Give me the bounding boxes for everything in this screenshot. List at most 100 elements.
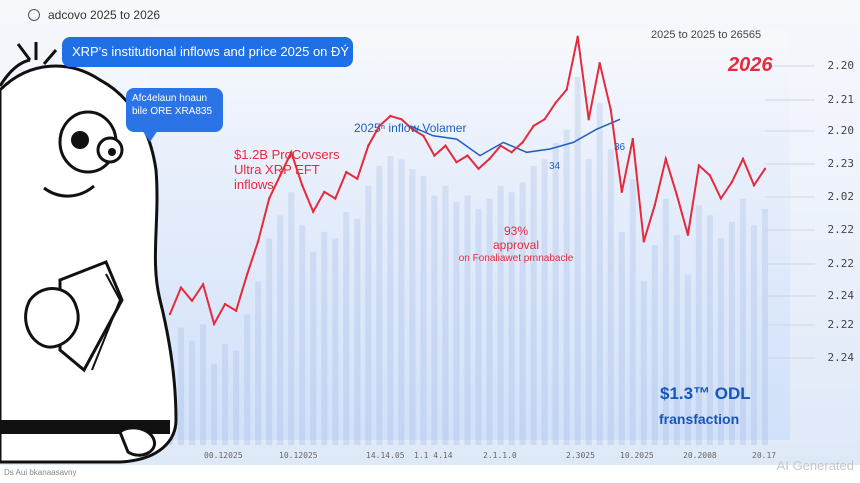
volume-bar bbox=[519, 182, 526, 445]
volume-bar bbox=[651, 245, 658, 445]
etf-inflows-annotation: $1.2B ProCovsers Ultra XRP EFT inflows bbox=[234, 147, 340, 192]
volume-bar bbox=[530, 165, 537, 445]
volume-bar bbox=[607, 149, 614, 445]
odl-label: fransfaction bbox=[659, 411, 740, 427]
price-point bbox=[444, 144, 447, 147]
volume-bar bbox=[541, 159, 548, 446]
x-tick-8: 20.17 bbox=[752, 451, 777, 460]
cartoon-character-icon bbox=[0, 42, 178, 464]
volume-bar bbox=[211, 363, 218, 445]
price-point bbox=[510, 151, 513, 154]
approval-word: approval bbox=[492, 238, 540, 252]
volume-bar bbox=[684, 274, 691, 445]
volume-bar bbox=[277, 215, 284, 445]
volume-bar bbox=[563, 129, 570, 445]
header-title: adcovo 2025 to 2026 bbox=[48, 8, 161, 22]
price-point bbox=[543, 118, 546, 121]
volume-annotation: 2025ⁿ inflow Volamer bbox=[354, 121, 467, 135]
price-point bbox=[763, 167, 767, 170]
bubble-line-2: bile ORE XRA835 bbox=[132, 106, 213, 117]
price-point bbox=[378, 124, 381, 128]
x-tick-1: 10.12025 bbox=[279, 451, 318, 460]
volume-bar bbox=[244, 314, 251, 445]
mark-36: 36 bbox=[614, 142, 626, 153]
volume-bar bbox=[200, 324, 207, 445]
price-point bbox=[521, 141, 524, 144]
volume-bar bbox=[376, 165, 383, 445]
price-point bbox=[367, 144, 370, 147]
volume-bar bbox=[585, 159, 592, 446]
price-point bbox=[598, 62, 601, 65]
price-point bbox=[422, 134, 425, 137]
volume-bar bbox=[596, 103, 603, 445]
price-point bbox=[554, 101, 557, 105]
volume-bar bbox=[343, 212, 350, 445]
price-point bbox=[212, 322, 216, 326]
price-point bbox=[631, 137, 634, 141]
volume-bar bbox=[497, 185, 504, 445]
x-tick-5: 2.3025 bbox=[566, 451, 595, 460]
volume-bar bbox=[387, 156, 394, 445]
price-point bbox=[565, 88, 568, 91]
y-tick-0: 2.20 bbox=[827, 59, 855, 72]
volume-bar bbox=[673, 235, 680, 445]
volume-bar bbox=[739, 198, 746, 445]
volume-bar bbox=[222, 344, 229, 445]
price-point bbox=[576, 35, 579, 38]
price-point bbox=[201, 283, 205, 286]
price-point bbox=[477, 167, 480, 170]
price-point bbox=[532, 124, 535, 128]
price-point bbox=[653, 203, 656, 207]
mark-34: 34 bbox=[549, 161, 561, 172]
price-point bbox=[741, 157, 745, 161]
x-tick-0: 00.12025 bbox=[204, 451, 243, 460]
headline-pill: XRP's institutional inflows and price 20… bbox=[62, 37, 353, 67]
volume-bar bbox=[629, 179, 636, 445]
volume-bar bbox=[233, 350, 240, 445]
volume-bar bbox=[431, 195, 438, 445]
price-point bbox=[609, 108, 612, 111]
price-point bbox=[356, 177, 359, 180]
price-point bbox=[455, 161, 458, 164]
volume-bars bbox=[167, 76, 768, 446]
price-point bbox=[234, 309, 238, 312]
volume-bar bbox=[640, 281, 647, 445]
price-point bbox=[334, 197, 337, 200]
x-tick-2: 14.14.05 bbox=[366, 451, 405, 460]
approval-sub: on Fonaliawet prnnabacle bbox=[458, 253, 574, 264]
volume-bar bbox=[662, 198, 669, 445]
price-point bbox=[345, 170, 348, 174]
price-point bbox=[168, 312, 172, 316]
price-point bbox=[323, 190, 326, 194]
price-point bbox=[256, 240, 260, 243]
volume-bar bbox=[420, 175, 427, 446]
y-tick-1: 2.21 bbox=[827, 93, 855, 106]
price-point bbox=[675, 194, 679, 197]
approval-annotation: 93% approval on Fonaliawet prnnabacle bbox=[446, 224, 586, 266]
speech-bubble: Afc4elaun hnaun bile ORE XRA835 bbox=[126, 88, 223, 142]
volume-bar bbox=[255, 281, 262, 445]
volume-bar bbox=[178, 327, 185, 445]
y-tick-4: 2.02 bbox=[827, 190, 855, 203]
price-point bbox=[223, 302, 227, 306]
year-label: 2026 bbox=[728, 54, 773, 76]
volume-bar bbox=[365, 185, 372, 445]
y-tick-6: 2.22 bbox=[827, 257, 855, 270]
price-point bbox=[389, 114, 392, 118]
app-header: adcovo 2025 to 2026 bbox=[28, 8, 160, 22]
etf-line-1: $1.2B ProCovsers bbox=[234, 147, 340, 162]
price-point bbox=[686, 233, 690, 236]
volume-bar bbox=[717, 238, 724, 445]
price-point bbox=[290, 151, 293, 154]
approval-pct: 93% bbox=[503, 224, 529, 238]
x-tick-6: 10.2025 bbox=[620, 451, 654, 460]
y-tick-2: 2.20 bbox=[827, 124, 855, 137]
volume-bar bbox=[442, 185, 449, 445]
price-point bbox=[719, 197, 723, 200]
volume-bar bbox=[750, 225, 757, 445]
volume-bar bbox=[475, 208, 482, 445]
volume-bar bbox=[464, 195, 471, 445]
price-point bbox=[411, 128, 414, 131]
volume-bar bbox=[762, 208, 768, 445]
